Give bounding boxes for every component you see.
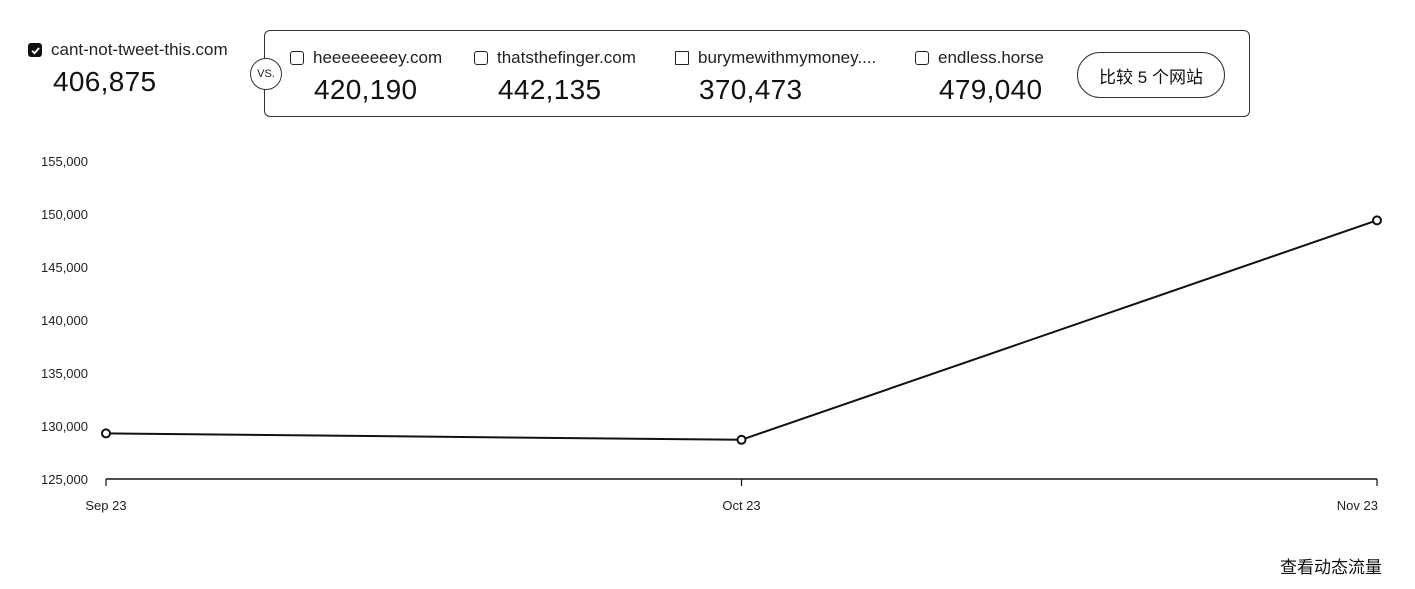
primary-site: cant-not-tweet-this.com 406,875 (28, 40, 228, 98)
compare-sites-button[interactable]: 比较 5 个网站 (1077, 52, 1225, 98)
vs-badge: VS. (250, 58, 282, 90)
x-tick-label: Sep 23 (85, 498, 126, 513)
y-tick-label: 140,000 (41, 313, 88, 328)
competitor-1-name: heeeeeeeey.com (313, 48, 443, 67)
series-line (105, 219, 1378, 441)
competitor-1-checkbox[interactable] (290, 51, 304, 65)
competitor-2-value: 442,135 (498, 74, 602, 105)
view-dynamic-traffic-link[interactable]: 查看动态流量 (1280, 558, 1382, 577)
competitor-1-value: 420,190 (314, 74, 418, 105)
checkmark-icon (30, 46, 40, 54)
competitor-1: heeeeeeeey.com 420,190 (290, 48, 442, 106)
competitor-4-checkbox[interactable] (915, 51, 929, 65)
competitor-4: endless.horse 479,040 (915, 48, 1044, 106)
traffic-line-chart: 155,000 150,000 145,000 140,000 135,000 130,0… (41, 154, 1382, 513)
primary-site-name: cant-not-tweet-this.com (51, 40, 228, 59)
competitor-2-name: thatsthefinger.com (497, 48, 636, 67)
data-point[interactable] (1372, 215, 1382, 226)
competitor-2: thatsthefinger.com 442,135 (474, 48, 636, 106)
competitor-3-value: 370,473 (699, 74, 803, 105)
y-tick-label: 150,000 (41, 207, 88, 222)
competitor-3: burymewithmymoney.... 370,473 (675, 48, 876, 106)
competitor-3-name: burymewithmymoney.... (698, 48, 877, 67)
y-axis: 155,000 150,000 145,000 140,000 135,000 130,0… (41, 154, 88, 487)
y-tick-label: 145,000 (41, 260, 88, 275)
y-tick-label: 155,000 (41, 154, 88, 169)
primary-site-checkbox[interactable] (28, 43, 42, 57)
series-layer (101, 215, 1382, 445)
x-tick-label: Nov 23 (1337, 498, 1378, 513)
primary-site-value: 406,875 (53, 66, 157, 97)
competitor-4-value: 479,040 (939, 74, 1043, 105)
y-tick-label: 130,000 (41, 419, 88, 434)
x-tick-label: Oct 23 (722, 498, 760, 513)
y-tick-label: 125,000 (41, 472, 88, 487)
y-tick-label: 135,000 (41, 366, 88, 381)
competitor-3-checkbox[interactable] (675, 51, 689, 65)
x-axis: Sep 23 Oct 23 Nov 23 (85, 478, 1378, 513)
competitor-4-name: endless.horse (938, 48, 1044, 67)
competitor-2-checkbox[interactable] (474, 51, 488, 65)
competitor-panel: heeeeeeeey.com 420,190 thatsthefinger.co… (264, 30, 1250, 117)
data-point[interactable] (101, 428, 111, 439)
data-point[interactable] (736, 434, 747, 445)
